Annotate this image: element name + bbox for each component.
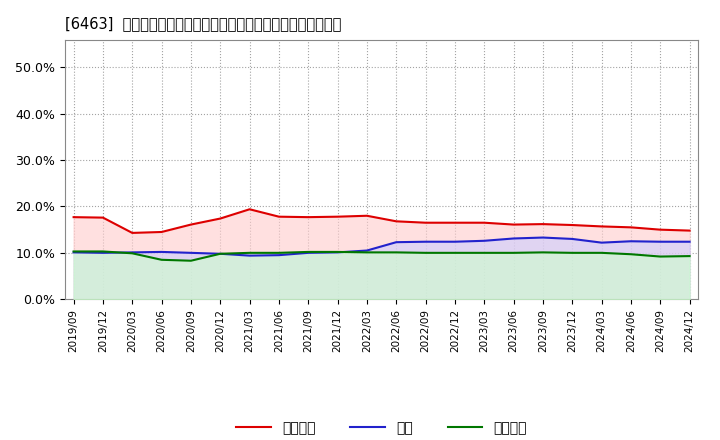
在庫 [274, 253, 283, 258]
売上債権 [626, 225, 635, 230]
在庫 [186, 250, 195, 256]
在庫 [451, 239, 459, 244]
売上債権 [216, 216, 225, 221]
買入債務 [128, 251, 137, 256]
Line: 在庫: 在庫 [73, 238, 690, 256]
在庫 [69, 250, 78, 255]
売上債権 [128, 230, 137, 235]
売上債権 [304, 215, 312, 220]
売上債権 [333, 214, 342, 219]
在庫 [216, 251, 225, 257]
売上債権 [186, 222, 195, 227]
買入債務 [246, 250, 254, 256]
買入債務 [69, 249, 78, 254]
売上債権 [363, 213, 372, 218]
在庫 [685, 239, 694, 244]
在庫 [99, 250, 107, 256]
在庫 [480, 238, 489, 243]
在庫 [157, 249, 166, 255]
買入債務 [304, 249, 312, 255]
在庫 [598, 240, 606, 245]
買入債務 [157, 257, 166, 262]
在庫 [656, 239, 665, 244]
売上債権 [451, 220, 459, 225]
在庫 [421, 239, 430, 244]
買入債務 [656, 254, 665, 259]
買入債務 [216, 251, 225, 257]
買入債務 [626, 252, 635, 257]
売上債権 [598, 224, 606, 229]
売上債権 [392, 219, 400, 224]
買入債務 [509, 250, 518, 256]
在庫 [539, 235, 547, 240]
売上債権 [656, 227, 665, 232]
売上債権 [685, 228, 694, 233]
買入債務 [480, 250, 489, 256]
売上債権 [568, 222, 577, 227]
在庫 [363, 248, 372, 253]
在庫 [333, 250, 342, 255]
在庫 [392, 239, 400, 245]
売上債権 [69, 215, 78, 220]
売上債権 [99, 215, 107, 220]
買入債務 [333, 249, 342, 255]
買入債務 [363, 250, 372, 255]
在庫 [246, 253, 254, 258]
売上債権 [246, 207, 254, 212]
買入債務 [421, 250, 430, 256]
売上債権 [157, 229, 166, 235]
買入債務 [186, 258, 195, 264]
買入債務 [274, 250, 283, 256]
買入債務 [451, 250, 459, 256]
Line: 売上債権: 売上債権 [73, 209, 690, 233]
在庫 [128, 250, 137, 255]
買入債務 [539, 250, 547, 255]
在庫 [509, 236, 518, 241]
売上債権 [274, 214, 283, 219]
買入債務 [598, 250, 606, 256]
買入債務 [568, 250, 577, 256]
在庫 [304, 250, 312, 256]
売上債権 [509, 222, 518, 227]
在庫 [626, 238, 635, 244]
買入債務 [392, 250, 400, 255]
Text: [6463]  売上債権、在庫、買入債務の総資産に対する比率の推移: [6463] 売上債権、在庫、買入債務の総資産に対する比率の推移 [65, 16, 341, 32]
売上債権 [539, 221, 547, 227]
買入債務 [685, 253, 694, 259]
Line: 買入債務: 買入債務 [73, 251, 690, 261]
Legend: 売上債権, 在庫, 買入債務: 売上債権, 在庫, 買入債務 [230, 415, 533, 440]
買入債務 [99, 249, 107, 254]
売上債権 [480, 220, 489, 225]
在庫 [568, 236, 577, 242]
売上債権 [421, 220, 430, 225]
